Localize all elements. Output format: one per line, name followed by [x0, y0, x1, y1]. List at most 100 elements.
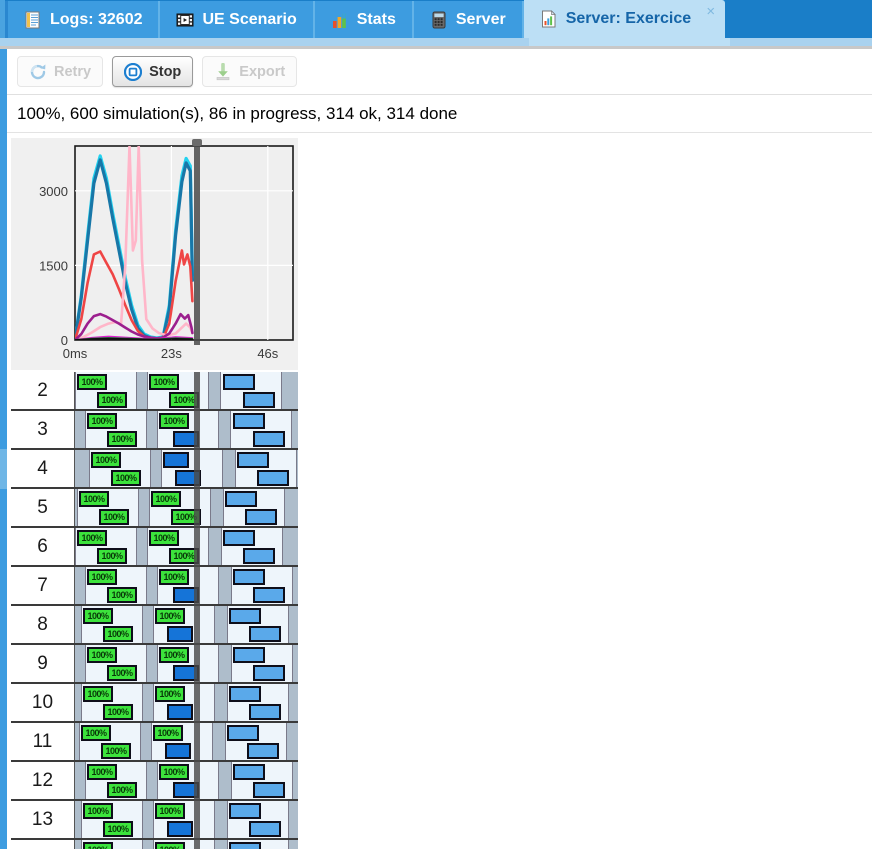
timeline-task-block[interactable]: 100% — [159, 569, 189, 585]
timeline-task-block[interactable] — [229, 686, 261, 702]
timeline-task-block[interactable]: 100% — [155, 608, 185, 624]
timeline-row-track[interactable]: 100%100%100% — [75, 723, 298, 760]
timeline-row[interactable]: 4 100% 100% — [11, 450, 298, 489]
timeline-task-block[interactable] — [173, 665, 199, 681]
timeline-row-track[interactable]: 100% 100% 100% 100% — [75, 372, 298, 409]
timeline-task-block[interactable] — [229, 608, 261, 624]
timeline-task-block[interactable]: 100% — [83, 842, 113, 849]
timeline-task-block[interactable]: 100% — [87, 413, 117, 429]
timeline-row[interactable]: 12 100% 100% 100% — [11, 762, 298, 801]
timeline-task-block[interactable] — [253, 782, 285, 798]
timeline-row-track[interactable]: 100%100%100% — [75, 606, 298, 643]
timeline-task-block[interactable] — [233, 764, 265, 780]
timeline-task-block[interactable] — [257, 470, 289, 486]
timeline-task-block[interactable]: 100% — [107, 782, 137, 798]
timeline-row-track[interactable]: 100% 100% 100% — [75, 762, 298, 799]
timeline-task-block[interactable] — [245, 509, 277, 525]
simulation-timeline[interactable]: 2 100% 100% 100% 100% 3 100% 100% 100% 4 100% 100% 5… — [11, 372, 298, 849]
timeline-task-block[interactable]: 100% — [151, 491, 181, 507]
timeline-task-block[interactable]: 100% — [155, 686, 185, 702]
stop-button[interactable]: Stop — [112, 56, 194, 87]
tab-server-exercice[interactable]: Server: Exercice × — [523, 0, 726, 38]
timeline-task-block[interactable]: 100% — [91, 452, 121, 468]
timeline-task-block[interactable]: 100% — [87, 647, 117, 663]
timeline-row-track[interactable]: 100% 100% 100% 100% — [75, 489, 298, 526]
timeline-task-block[interactable]: 100% — [77, 374, 107, 390]
timeline-task-block[interactable] — [233, 569, 265, 585]
timeline-task-block[interactable]: 100% — [103, 821, 133, 837]
timeline-task-block[interactable] — [167, 821, 193, 837]
timeline-row[interactable]: 2 100% 100% 100% 100% — [11, 372, 298, 411]
timeline-task-block[interactable]: 100% — [83, 608, 113, 624]
timeline-task-block[interactable] — [249, 626, 281, 642]
timeline-row-track[interactable]: 100% 100% 100% — [75, 684, 298, 721]
timeline-row[interactable]: 7 100% 100% 100% — [11, 567, 298, 606]
timeline-row[interactable]: 5 100% 100% 100% 100% — [11, 489, 298, 528]
timeline-task-block[interactable] — [167, 626, 193, 642]
timeline-row-track[interactable]: 100% 100% 100% — [75, 801, 298, 838]
timeline-task-block[interactable] — [253, 665, 285, 681]
timeline-task-block[interactable] — [175, 470, 201, 486]
timeline-task-block[interactable]: 100% — [103, 704, 133, 720]
timeline-task-block[interactable]: 100% — [101, 743, 131, 759]
timeline-task-block[interactable] — [253, 587, 285, 603]
timeline-task-block[interactable] — [227, 725, 259, 741]
left-edge-panel-strip[interactable] — [0, 49, 7, 849]
timeline-task-block[interactable] — [237, 452, 269, 468]
timeline-task-block[interactable]: 100% — [169, 548, 199, 564]
tab-ue-scenario[interactable]: UE Scenario — [160, 1, 315, 38]
timeline-task-block[interactable] — [223, 374, 255, 390]
timeline-task-block[interactable]: 100% — [97, 548, 127, 564]
timeline-row-track[interactable]: 100% 100% — [75, 450, 298, 487]
timeline-task-block[interactable]: 100% — [83, 686, 113, 702]
timeline-task-block[interactable] — [225, 491, 257, 507]
timeline-task-block[interactable] — [223, 530, 255, 546]
timeline-task-block[interactable] — [243, 392, 275, 408]
timeline-task-block[interactable] — [243, 548, 275, 564]
timeline-task-block[interactable]: 100% — [99, 509, 129, 525]
timeline-task-block[interactable]: 100% — [159, 764, 189, 780]
timeline-task-block[interactable]: 100% — [169, 392, 199, 408]
timeline-task-block[interactable]: 100% — [83, 803, 113, 819]
timeline-task-block[interactable] — [233, 413, 265, 429]
timeline-task-block[interactable] — [167, 704, 193, 720]
timeline-task-block[interactable] — [229, 803, 261, 819]
timeline-row-track[interactable]: 100% 100% 100% 100% — [75, 528, 298, 565]
timeline-row[interactable]: 8 100% 100% 100% — [11, 606, 298, 645]
timeline-task-block[interactable]: 100% — [171, 509, 201, 525]
timeline-task-block[interactable] — [253, 431, 285, 447]
timeline-task-block[interactable] — [173, 587, 199, 603]
timeline-task-block[interactable]: 100% — [111, 470, 141, 486]
timeline-task-block[interactable]: 100% — [87, 764, 117, 780]
timeline-task-block[interactable]: 100% — [107, 665, 137, 681]
timeline-row-track[interactable]: 100%100%100% — [75, 840, 298, 849]
timeline-task-block[interactable]: 100% — [159, 647, 189, 663]
timeline-task-block[interactable]: 100% — [155, 842, 185, 849]
timeline-task-block[interactable]: 100% — [81, 725, 111, 741]
timeline-task-block[interactable] — [165, 743, 191, 759]
timeline-task-block[interactable]: 100% — [155, 803, 185, 819]
tab-logs-32602[interactable]: Logs: 32602 — [5, 1, 161, 38]
timeline-row-track[interactable]: 100% 100% 100% — [75, 567, 298, 604]
tab-close-icon[interactable]: × — [706, 3, 716, 20]
timeline-task-block[interactable] — [229, 842, 261, 849]
timeline-task-block[interactable]: 100% — [87, 569, 117, 585]
timeline-task-block[interactable]: 100% — [149, 530, 179, 546]
timeline-row-track[interactable]: 100%100%100% — [75, 411, 298, 448]
timeline-row[interactable]: 9 100% 100% 100% — [11, 645, 298, 684]
timeline-task-block[interactable]: 100% — [107, 587, 137, 603]
timeline-row[interactable]: 11 100% 100% 100% — [11, 723, 298, 762]
tab-server[interactable]: Server — [413, 1, 524, 38]
timeline-row[interactable]: 6 100% 100% 100% 100% — [11, 528, 298, 567]
throughput-chart[interactable]: 0 1500 3000 0ms 23s 46s — [11, 138, 298, 370]
timeline-row[interactable]: 3 100% 100% 100% — [11, 411, 298, 450]
timeline-row[interactable]: 10 100% 100% 100% — [11, 684, 298, 723]
timeline-row[interactable]: 14100%100%100% — [11, 840, 298, 849]
timeline-row-track[interactable]: 100% 100% 100% — [75, 645, 298, 682]
timeline-task-block[interactable] — [249, 821, 281, 837]
panel-expand-handle-icon[interactable] — [0, 449, 7, 489]
timeline-task-block[interactable]: 100% — [79, 491, 109, 507]
timeline-task-block[interactable]: 100% — [159, 413, 189, 429]
timeline-task-block[interactable] — [163, 452, 189, 468]
timeline-task-block[interactable]: 100% — [97, 392, 127, 408]
